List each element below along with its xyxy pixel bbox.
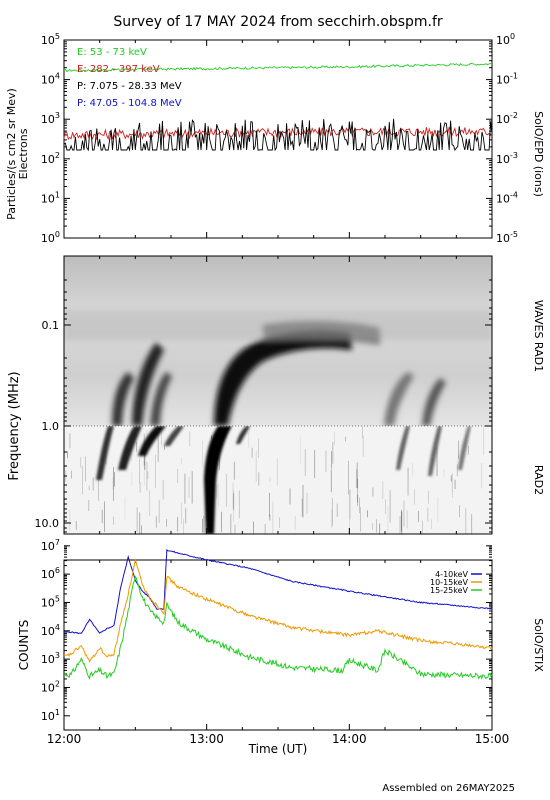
rad1-burst-left-2 [132,342,164,426]
rad1-burst-main [214,330,352,426]
rad2-label: RAD2 [532,465,545,495]
rad1-dark-band [64,310,492,340]
rad2-background [64,426,492,534]
radio-spectrogram-panel: 0.1 1.0 10.0 Frequency (MHz) WAVES RAD1 RA… [7,255,545,535]
particles-left-tick-label: 101 [41,190,60,205]
particles-right-tick-label: 10-5 [496,230,518,245]
stix-series-line [63,575,493,681]
rad1-burst-right-2 [422,378,446,426]
stix-ylabel-right: SolO/STIX [532,618,545,672]
stix-y-tick-label: 106 [41,566,60,581]
rad1-burst-right-1 [384,372,414,426]
particles-left-tick-label: 102 [41,151,60,166]
stix-y-tick-label: 102 [41,679,60,694]
radio-y-tick-label: 1.0 [42,420,60,433]
particles-left-tick-label: 104 [41,72,60,87]
particles-legend-entry: E: 53 - 73 keV [77,47,147,58]
stix-y-tick-label: 104 [41,623,60,638]
particles-right-tick-label: 10-3 [496,151,518,166]
rad1-burst-left-1 [112,372,134,426]
particles-left-tick-label: 100 [41,230,60,245]
stix-series-line [63,557,493,663]
rad1-burst-left-3 [150,372,172,426]
stix-y-tick-label: 107 [41,538,60,553]
rad2-burst-mid [236,426,250,444]
particles-ylabel-1: Particles/(s cm2 sr Mev) [5,88,18,220]
particles-series-line [63,118,493,152]
particles-right-tick-label: 10-2 [496,111,518,126]
stix-x-tick-label: 13:00 [189,732,224,746]
rad1-label: WAVES RAD1 [532,300,545,372]
particles-ylabel-2: Electrons [17,128,30,179]
particles-legend-entry: P: 7.075 - 28.33 MeV [77,81,182,92]
rad2-burst-right-3 [458,426,471,470]
stix-y-tick-label: 103 [41,651,60,666]
rad2-burst-right-1 [396,426,410,470]
stix-x-tick-label: 12:00 [47,732,82,746]
particles-series-line [64,62,493,73]
stix-y-tick-label: 101 [41,708,60,723]
rad2-burst-left-2 [118,426,142,470]
stix-legend-label: 15-25keV [430,586,469,595]
rad2-burst-main [204,426,232,534]
particles-left-tick-label: 105 [41,32,60,47]
stix-plot-frame [63,559,493,731]
rad2-burst-left-3 [138,426,166,456]
stix-x-tick-label: 14:00 [332,732,367,746]
particles-legend-entry: E: 282 - 397 keV [77,64,160,75]
stix-y-tick-label: 105 [41,594,60,609]
radio-y-tick-label: 0.1 [42,319,60,332]
particles-legend-entry: P: 47.05 - 104.8 MeV [77,98,182,109]
particles-series-line [63,126,493,141]
rad2-burst-left-4 [164,426,184,446]
particles-panel: 100 101 102 103 104 105 10-5 10-4 10-3 10-2 10-1 10… [5,32,545,245]
stix-ylabel: COUNTS [17,620,31,671]
particles-right-tick-label: 10-1 [496,72,518,87]
stix-legend-label: 4-10keV [435,570,468,579]
stix-xlabel: Time (UT) [248,742,308,756]
stix-x-tick-label: 15:00 [475,732,510,746]
stix-legend-label: 10-15keV [430,578,469,587]
particles-plot-frame [63,39,493,239]
figure-title: Survey of 17 MAY 2024 from secchirh.obsp… [113,14,443,30]
radio-y-tick-label: 10.0 [35,517,60,530]
stix-panel: 101 102 103 104 105 106 107 12:00 13:00 14:00 15:0… [17,538,545,756]
particles-right-tick-label: 10-4 [496,190,518,205]
rad2-burst-right-2 [428,426,442,476]
stix-series-line [63,548,493,635]
particles-ylabel-right: SolO/EPD (ions) [532,111,545,197]
particles-left-tick-label: 103 [41,111,60,126]
assembled-footer: Assembled on 26MAY2025 [382,783,515,794]
rad2-burst-left-1 [96,426,114,480]
particles-right-tick-label: 100 [496,32,515,47]
radio-ylabel: Frequency (MHz) [7,371,22,480]
